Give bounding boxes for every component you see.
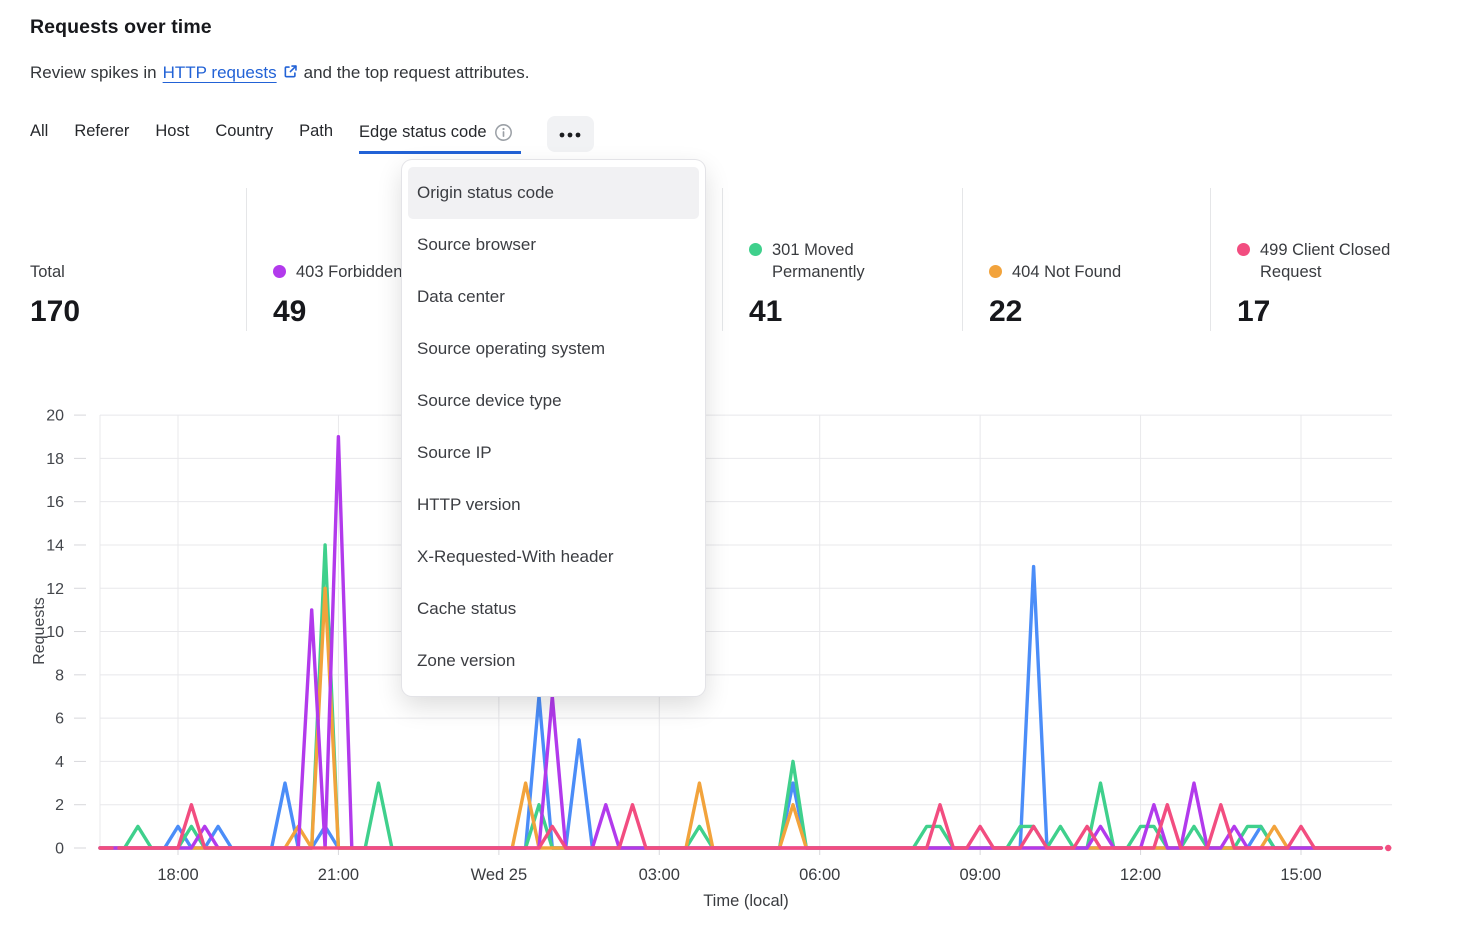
series-dot-301: [749, 243, 762, 256]
svg-text:18:00: 18:00: [157, 866, 198, 884]
stat-label: 404 Not Found: [989, 261, 1210, 283]
stat-label: Total: [30, 261, 246, 283]
stat-label-text: 301 Moved Permanently: [772, 241, 865, 281]
more-tabs-button[interactable]: [546, 116, 594, 152]
http-requests-link[interactable]: HTTP requests: [162, 63, 277, 82]
info-icon[interactable]: [494, 123, 513, 142]
page-subtitle: Review spikes in HTTP requests and the t…: [30, 62, 530, 84]
menu-item-cache-status[interactable]: Cache status: [417, 599, 517, 618]
page-title: Requests over time: [30, 16, 212, 38]
stat-value: 17: [1237, 295, 1271, 328]
stat-card-403-forbidden: 403 Forbidden 49: [246, 188, 484, 331]
svg-text:14: 14: [46, 537, 64, 554]
menu-item-data-center[interactable]: Data center: [417, 287, 505, 306]
tab-host[interactable]: Host: [155, 122, 190, 140]
menu-item-source-ip[interactable]: Source IP: [417, 443, 492, 462]
svg-text:06:00: 06:00: [799, 866, 840, 884]
stat-value: 49: [273, 295, 307, 328]
svg-text:10: 10: [46, 624, 64, 641]
svg-text:2: 2: [55, 797, 64, 814]
menu-item-origin-status-code[interactable]: Origin status code: [408, 167, 699, 219]
subtitle-prefix: Review spikes in: [30, 63, 157, 82]
tab-edge-status-code[interactable]: Edge status code: [359, 122, 521, 154]
stat-value: 41: [749, 295, 783, 328]
menu-item-http-version[interactable]: HTTP version: [417, 495, 521, 514]
stat-label: 499 Client Closed Request: [1237, 239, 1430, 283]
svg-text:03:00: 03:00: [639, 866, 680, 884]
series-dot-403: [273, 265, 286, 278]
series-dot-404: [989, 265, 1002, 278]
menu-item-x-requested-with-header[interactable]: X-Requested-With header: [417, 547, 614, 566]
svg-text:09:00: 09:00: [959, 866, 1000, 884]
stat-label-text: 403 Forbidden: [296, 263, 403, 281]
menu-item-source-device-type[interactable]: Source device type: [417, 391, 562, 410]
svg-text:20: 20: [46, 408, 64, 425]
menu-item-source-browser[interactable]: Source browser: [417, 235, 537, 254]
tab-all[interactable]: All: [30, 122, 49, 140]
stat-card-499-client-closed-request: 499 Client Closed Request 17: [1210, 188, 1430, 331]
stat-label: 301 Moved Permanently: [749, 239, 962, 283]
svg-text:21:00: 21:00: [318, 866, 359, 884]
svg-text:6: 6: [55, 711, 64, 728]
menu-item-zone-version[interactable]: Zone version: [417, 651, 516, 670]
stat-label-text: 499 Client Closed Request: [1260, 241, 1391, 281]
svg-text:16: 16: [46, 494, 64, 511]
tab-path[interactable]: Path: [299, 122, 334, 140]
svg-text:4: 4: [55, 754, 64, 771]
svg-text:18: 18: [46, 451, 64, 468]
svg-text:15:00: 15:00: [1280, 866, 1321, 884]
svg-text:Requests: Requests: [31, 597, 48, 665]
tab-country[interactable]: Country: [215, 122, 274, 140]
stat-card-total: Total 170: [30, 188, 246, 331]
stat-card-301-moved-permanently: 301 Moved Permanently 41: [722, 188, 962, 331]
stat-label: 403 Forbidden: [273, 261, 484, 283]
dimension-tabs: All Referer Host Country Path Edge statu…: [30, 116, 594, 154]
stat-value: 170: [30, 295, 81, 328]
stat-value: 22: [989, 295, 1023, 328]
stat-label-text: Total: [30, 263, 65, 281]
svg-text:12:00: 12:00: [1120, 866, 1161, 884]
dimension-dropdown-menu: Origin status code Source browser Data c…: [402, 160, 705, 696]
external-link-icon: [283, 64, 298, 84]
svg-text:12: 12: [46, 581, 64, 598]
tab-referer[interactable]: Referer: [74, 122, 130, 140]
subtitle-suffix: and the top request attributes.: [303, 63, 530, 82]
ellipsis-icon: [558, 125, 582, 144]
stat-label-text: 404 Not Found: [1012, 263, 1122, 281]
svg-text:8: 8: [55, 667, 64, 684]
stat-card-404-not-found: 404 Not Found 22: [962, 188, 1210, 331]
svg-text:Wed 25: Wed 25: [471, 866, 528, 884]
menu-item-source-operating-system[interactable]: Source operating system: [417, 339, 606, 358]
svg-text:0: 0: [55, 841, 64, 858]
tab-edge-status-code-label: Edge status code: [359, 122, 487, 141]
svg-text:Time (local): Time (local): [703, 892, 789, 910]
series-dot-499: [1237, 243, 1250, 256]
